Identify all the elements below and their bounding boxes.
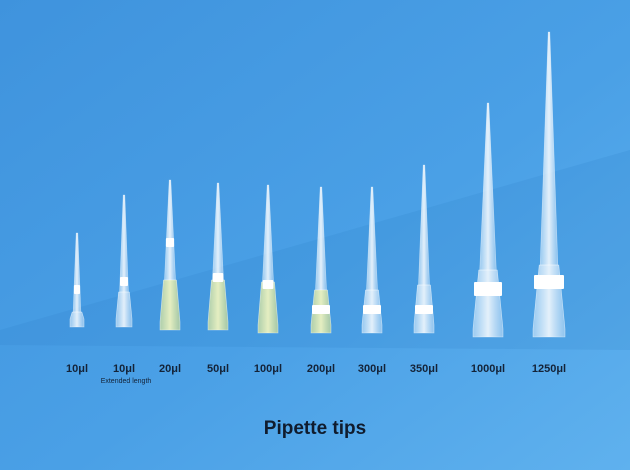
- tip-label: 50μl: [207, 363, 229, 375]
- filter: [262, 280, 274, 289]
- tip-label: 10μl: [66, 363, 88, 375]
- filter: [73, 285, 81, 294]
- filter: [363, 305, 381, 314]
- tip-label: 100μl: [254, 363, 282, 375]
- filter: [474, 282, 502, 296]
- labels: 10μl 10μl 20μl 50μl 100μl 200μl 300μl 350μl 1000…: [66, 363, 566, 375]
- filter: [212, 273, 224, 282]
- note: Extended length: [101, 378, 152, 385]
- shadow: [0, 150, 630, 350]
- filter: [415, 305, 433, 314]
- tip-label: 350μl: [410, 363, 438, 375]
- tip-collar: [257, 281, 279, 334]
- filter: [165, 238, 175, 247]
- tip-collar: [115, 291, 133, 328]
- tip-label: 1000μl: [471, 363, 505, 375]
- tip-collar: [159, 279, 181, 331]
- tips: [69, 31, 566, 338]
- title: Pipette tips: [264, 418, 366, 439]
- filter: [120, 277, 128, 286]
- tip-label: 10μl: [113, 363, 135, 375]
- tip-label: 20μl: [159, 363, 181, 375]
- tip-collar: [472, 269, 504, 338]
- tip-collar: [207, 279, 229, 331]
- filter: [312, 305, 330, 314]
- tip-collar: [69, 311, 85, 328]
- filter: [534, 275, 564, 289]
- tip-label: 300μl: [358, 363, 386, 375]
- tip-label: 1250μl: [532, 363, 566, 375]
- tip-label: 200μl: [307, 363, 335, 375]
